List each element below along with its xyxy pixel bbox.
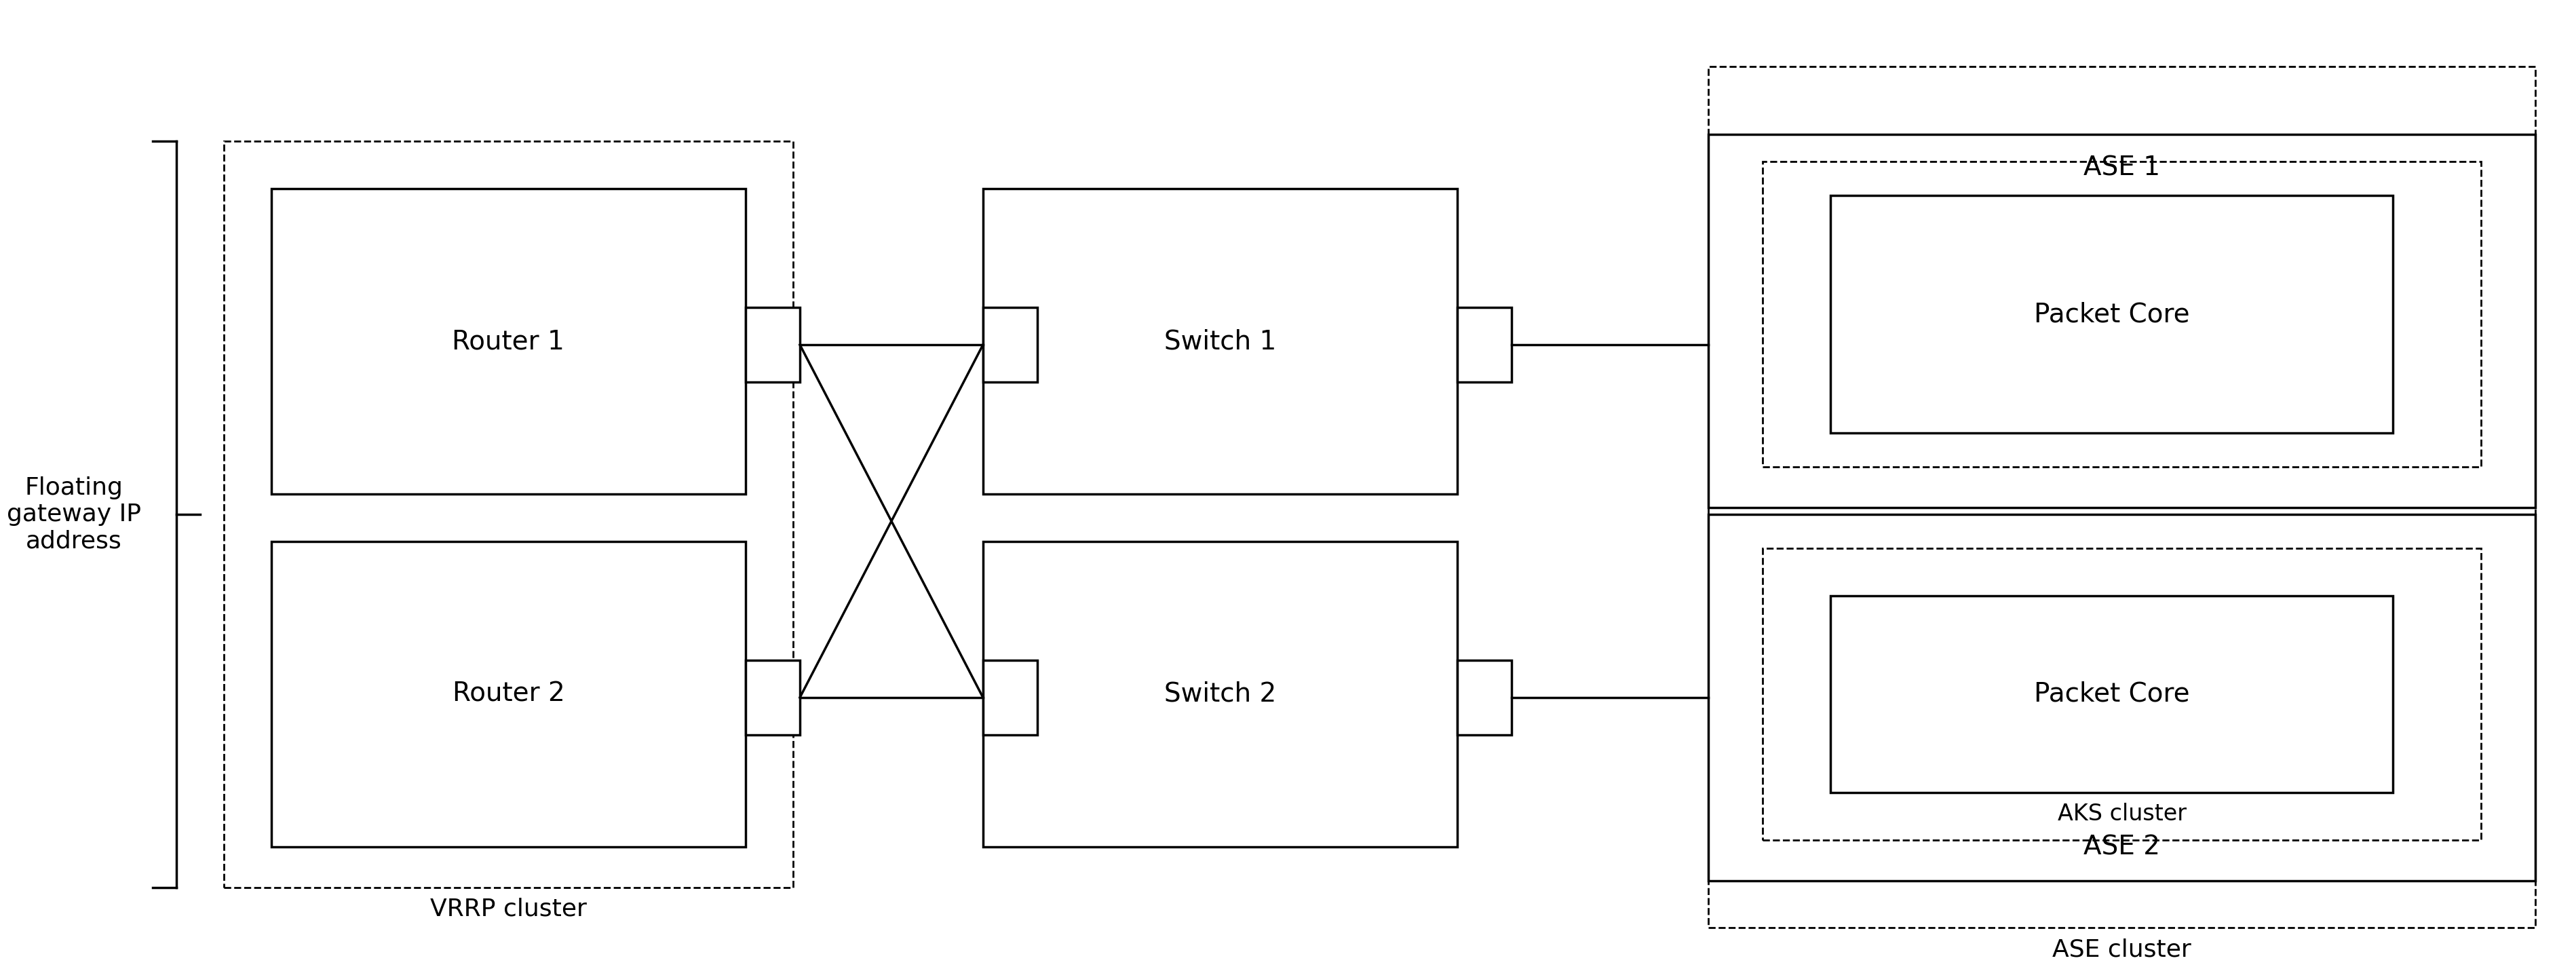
Text: Packet Core: Packet Core [2032,681,2190,707]
Text: VRRP cluster: VRRP cluster [430,897,587,921]
Bar [1708,135,2535,508]
Bar [224,141,793,888]
Bar [984,189,1458,494]
Bar [1708,67,2535,928]
Bar [1762,548,2481,840]
Text: Switch 1: Switch 1 [1164,328,1275,355]
Text: Packet Core: Packet Core [2032,301,2190,328]
Bar [1762,162,2481,467]
Text: ASE cluster: ASE cluster [2053,938,2192,961]
Bar [984,542,1458,847]
Bar [744,660,801,735]
Text: ASE 2: ASE 2 [2084,834,2161,860]
Text: ASE 1: ASE 1 [2084,155,2161,181]
Bar [1832,596,2393,793]
Text: Floating
gateway IP
address: Floating gateway IP address [8,476,142,552]
Bar [1458,307,1512,382]
Bar [1458,660,1512,735]
Text: Switch 2: Switch 2 [1164,681,1275,707]
Bar [1832,196,2393,433]
Bar [270,542,744,847]
Text: AKS cluster: AKS cluster [2058,802,2187,825]
Bar [270,189,744,494]
Bar [744,307,801,382]
Bar [984,307,1038,382]
Text: Router 2: Router 2 [453,681,564,707]
Bar [984,660,1038,735]
Text: Router 1: Router 1 [453,328,564,355]
Bar [1708,515,2535,881]
